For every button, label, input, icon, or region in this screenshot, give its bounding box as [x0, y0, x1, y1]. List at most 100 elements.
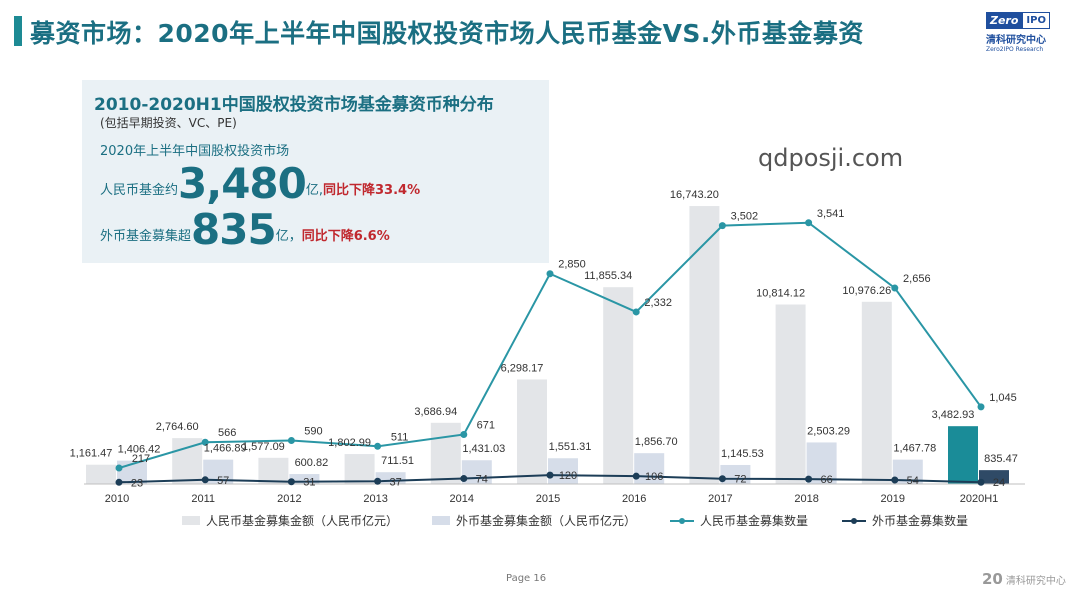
- legend-swatch-rmb-count: [670, 516, 695, 526]
- rmb-fund-label: 人民币基金约: [100, 183, 179, 198]
- label-fx-amount-2018: 2,503.29: [807, 425, 850, 437]
- label-fx-count-2019: 54: [907, 475, 919, 487]
- x-tick-label-2014: 2014: [450, 493, 474, 505]
- bar-rmb-amount-2018: [775, 304, 806, 484]
- logo-ipo-text: IPO: [1022, 12, 1050, 29]
- bar-fx-amount-2013: [375, 472, 406, 484]
- x-tick-label-2016: 2016: [622, 493, 646, 505]
- page-title: 募资市场：2020年上半年中国股权投资市场人民币基金VS.外币基金募资: [30, 19, 864, 48]
- label-rmb-amount-2011: 2,764.60: [156, 421, 199, 433]
- label-rmb-amount-2013: 1,802.99: [328, 437, 371, 449]
- logo-zero-text: Zero: [986, 12, 1023, 29]
- label-fx-count-2015: 120: [559, 470, 577, 482]
- rmb-fund-yoy: 同比下降33.4%: [323, 183, 421, 198]
- point-fx-count-2013: [374, 477, 382, 485]
- point-rmb-count-2015: [546, 270, 554, 278]
- point-fx-count-2017: [718, 475, 726, 483]
- point-rmb-count-2010: [115, 464, 123, 472]
- label-fx-count-2012: 31: [303, 477, 315, 489]
- legend-label-rmb-amount: 人民币基金募集金额（人民币亿元）: [206, 514, 399, 528]
- label-fx-amount-2010: 1,406.42: [118, 444, 161, 456]
- bar-rmb-amount-2016: [603, 287, 634, 484]
- point-fx-count-2019: [891, 476, 899, 484]
- fx-fund-summary: 外币基金募集超 835 亿， 同比下降6.6%: [100, 208, 390, 252]
- legend-item-fx-amount: 外币基金募集金额（人民币亿元）: [432, 512, 636, 529]
- label-rmb-count-2015: 2,850: [558, 259, 586, 271]
- x-tick-label-2017: 2017: [708, 493, 732, 505]
- label-rmb-amount-2018: 10,814.12: [756, 287, 805, 299]
- footer-logo: 20 清科研究中心: [982, 570, 1066, 588]
- label-rmb-amount-2020H1: 3,482.93: [932, 409, 975, 421]
- label-fx-amount-2015: 1,551.31: [549, 441, 592, 453]
- x-tick-label-2010: 2010: [105, 493, 129, 505]
- logo-chinese-name: 清科研究中心: [986, 35, 1046, 46]
- label-rmb-count-2019: 2,656: [903, 273, 931, 285]
- label-fx-count-2010: 23: [131, 477, 143, 489]
- footer-logo-mark: 20: [982, 570, 1003, 588]
- label-rmb-amount-2014: 3,686.94: [414, 406, 457, 418]
- point-rmb-count-2014: [460, 430, 468, 438]
- bar-fx-amount-2016: [634, 453, 665, 484]
- label-fx-count-2017: 72: [734, 474, 746, 486]
- legend-item-rmb-amount: 人民币基金募集金额（人民币亿元）: [182, 512, 398, 529]
- label-fx-amount-2017: 1,145.53: [721, 448, 764, 460]
- point-fx-count-2020H1: [977, 478, 985, 486]
- label-fx-count-2016: 106: [645, 471, 663, 483]
- summary-box: 2010-2020H1中国股权投资市场基金募资币种分布 (包括早期投资、VC、P…: [82, 80, 549, 263]
- bar-rmb-amount-2010: [86, 464, 116, 484]
- bar-fx-amount-2015: [548, 458, 578, 484]
- summary-title: 2010-2020H1中国股权投资市场基金募资币种分布: [94, 95, 494, 115]
- label-fx-count-2011: 57: [217, 475, 229, 487]
- zero2ipo-logo: Zero IPO 清科研究中心 Zero2IPO Research: [986, 12, 1064, 53]
- fx-fund-yoy: 同比下降6.6%: [301, 229, 390, 244]
- label-fx-amount-2013: 711.51: [381, 455, 414, 467]
- point-fx-count-2018: [805, 475, 813, 483]
- point-rmb-count-2013: [374, 442, 382, 450]
- label-rmb-count-2014: 671: [477, 419, 495, 431]
- bar-rmb-amount-2020H1: [948, 426, 978, 484]
- legend-label-fx-amount: 外币基金募集金额（人民币亿元）: [456, 514, 637, 528]
- bar-rmb-amount-2017: [689, 206, 720, 485]
- x-tick-label-2020H1: 2020H1: [960, 493, 999, 505]
- label-rmb-amount-2017: 16,743.20: [670, 189, 719, 201]
- bar-rmb-amount-2015: [517, 379, 547, 484]
- label-fx-amount-2012: 600.82: [295, 457, 329, 469]
- label-rmb-amount-2016: 11,855.34: [584, 270, 632, 282]
- point-fx-count-2011: [201, 476, 209, 484]
- x-tick-label-2012: 2012: [277, 493, 301, 505]
- x-tick-label-2013: 2013: [363, 493, 387, 505]
- legend-label-fx-count: 外币基金募集数量: [872, 514, 969, 528]
- bar-rmb-amount-2013: [344, 454, 375, 484]
- label-rmb-count-2017: 3,502: [731, 211, 759, 223]
- fx-fund-label: 外币基金募集超: [100, 229, 192, 244]
- watermark-text: qdposji.com: [758, 144, 904, 172]
- label-rmb-count-2018: 3,541: [817, 208, 845, 220]
- label-rmb-count-2020H1: 1,045: [989, 392, 1017, 404]
- fx-fund-value: 835: [191, 205, 277, 254]
- point-rmb-count-2019: [891, 284, 899, 292]
- label-rmb-count-2016: 2,332: [644, 297, 672, 309]
- label-fx-count-2014: 74: [476, 474, 488, 486]
- x-tick-label-2015: 2015: [536, 493, 560, 505]
- point-rmb-count-2018: [805, 219, 813, 227]
- label-fx-count-2018: 66: [820, 474, 832, 486]
- bar-rmb-amount-2019: [861, 301, 892, 484]
- label-rmb-amount-2019: 10,976.26: [842, 285, 891, 297]
- bar-rmb-amount-2011: [172, 438, 203, 484]
- x-tick-label-2019: 2019: [881, 493, 905, 505]
- legend-label-rmb-count: 人民币基金募集数量: [700, 514, 809, 528]
- legend-swatch-fx-count: [842, 516, 867, 526]
- bar-rmb-amount-2012: [258, 457, 289, 484]
- x-tick-label-2011: 2011: [191, 493, 215, 505]
- point-fx-count-2015: [546, 471, 554, 479]
- legend-item-fx-count: 外币基金募集数量: [842, 512, 968, 529]
- bar-rmb-amount-2014: [430, 422, 461, 484]
- point-rmb-count-2011: [201, 438, 209, 446]
- x-tick-label-2018: 2018: [794, 493, 818, 505]
- point-rmb-count-2017: [718, 222, 726, 230]
- label-fx-amount-2011: 1,466.89: [204, 443, 247, 455]
- line-rmb-count: [118, 221, 982, 469]
- label-fx-amount-2019: 1,467.78: [893, 443, 936, 455]
- legend-swatch-fx-amount: [432, 516, 451, 525]
